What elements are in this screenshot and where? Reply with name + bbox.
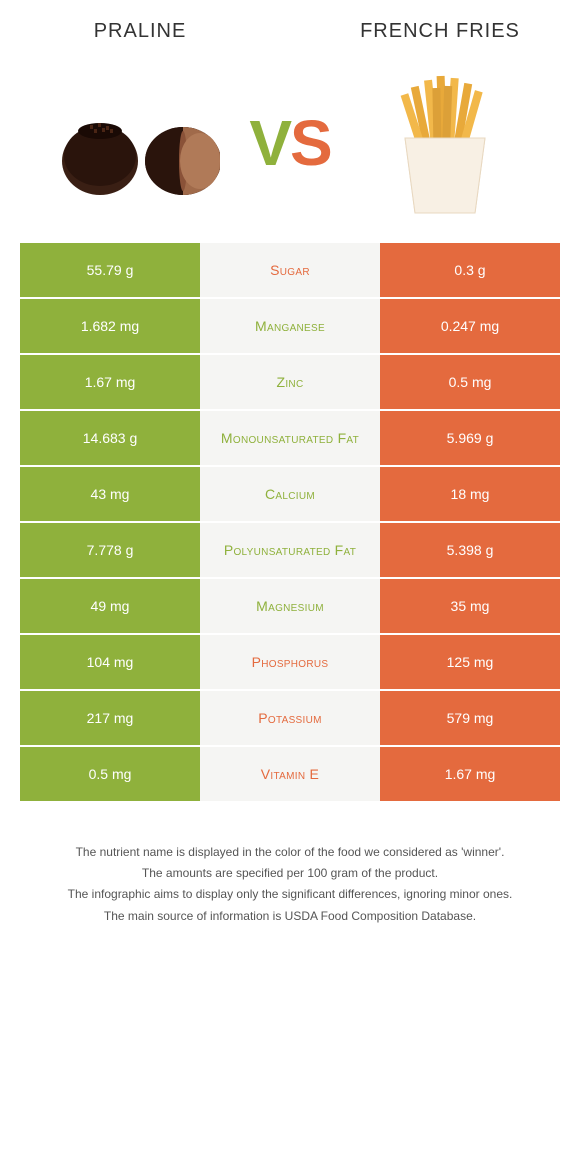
food-title-right: French fries [350,20,530,43]
vs-label: VS [249,106,330,180]
table-row: 104 mgPhosphorus125 mg [20,635,560,691]
nutrient-name: Manganese [200,299,380,353]
value-left: 1.682 mg [20,299,200,353]
value-left: 7.778 g [20,523,200,577]
value-right: 5.969 g [380,411,560,465]
header-row: Praline French fries [20,20,560,63]
table-row: 55.79 gSugar0.3 g [20,243,560,299]
nutrient-name: Sugar [200,243,380,297]
value-left: 43 mg [20,467,200,521]
food-title-left: Praline [50,20,230,43]
value-left: 104 mg [20,635,200,689]
value-left: 14.683 g [20,411,200,465]
nutrient-name: Polyunsaturated fat [200,523,380,577]
nutrient-name: Phosphorus [200,635,380,689]
value-right: 0.3 g [380,243,560,297]
footnote-line: The main source of information is USDA F… [30,907,550,926]
nutrient-name: Monounsaturated fat [200,411,380,465]
comparison-table: 55.79 gSugar0.3 g1.682 mgManganese0.247 … [20,243,560,803]
value-left: 0.5 mg [20,747,200,801]
table-row: 217 mgPotassium579 mg [20,691,560,747]
value-left: 49 mg [20,579,200,633]
table-row: 14.683 gMonounsaturated fat5.969 g [20,411,560,467]
table-row: 49 mgMagnesium35 mg [20,579,560,635]
vs-v: V [249,107,290,179]
vs-s: S [290,107,331,179]
table-row: 43 mgCalcium18 mg [20,467,560,523]
footnotes: The nutrient name is displayed in the co… [30,843,550,926]
nutrient-name: Zinc [200,355,380,409]
footnote-line: The amounts are specified per 100 gram o… [30,864,550,883]
value-right: 0.5 mg [380,355,560,409]
value-left: 55.79 g [20,243,200,297]
footnote-line: The infographic aims to display only the… [30,885,550,904]
nutrient-name: Magnesium [200,579,380,633]
value-right: 5.398 g [380,523,560,577]
praline-image [50,73,220,213]
value-right: 579 mg [380,691,560,745]
value-right: 125 mg [380,635,560,689]
value-left: 1.67 mg [20,355,200,409]
table-row: 7.778 gPolyunsaturated fat5.398 g [20,523,560,579]
images-row: VS [20,63,560,243]
value-right: 0.247 mg [380,299,560,353]
value-right: 35 mg [380,579,560,633]
table-row: 1.682 mgManganese0.247 mg [20,299,560,355]
table-row: 1.67 mgZinc0.5 mg [20,355,560,411]
nutrient-name: Vitamin E [200,747,380,801]
nutrient-name: Calcium [200,467,380,521]
value-left: 217 mg [20,691,200,745]
nutrient-name: Potassium [200,691,380,745]
fries-image [360,73,530,213]
table-row: 0.5 mgVitamin E1.67 mg [20,747,560,803]
value-right: 18 mg [380,467,560,521]
value-right: 1.67 mg [380,747,560,801]
footnote-line: The nutrient name is displayed in the co… [30,843,550,862]
infographic-container: Praline French fries VS [0,0,580,948]
